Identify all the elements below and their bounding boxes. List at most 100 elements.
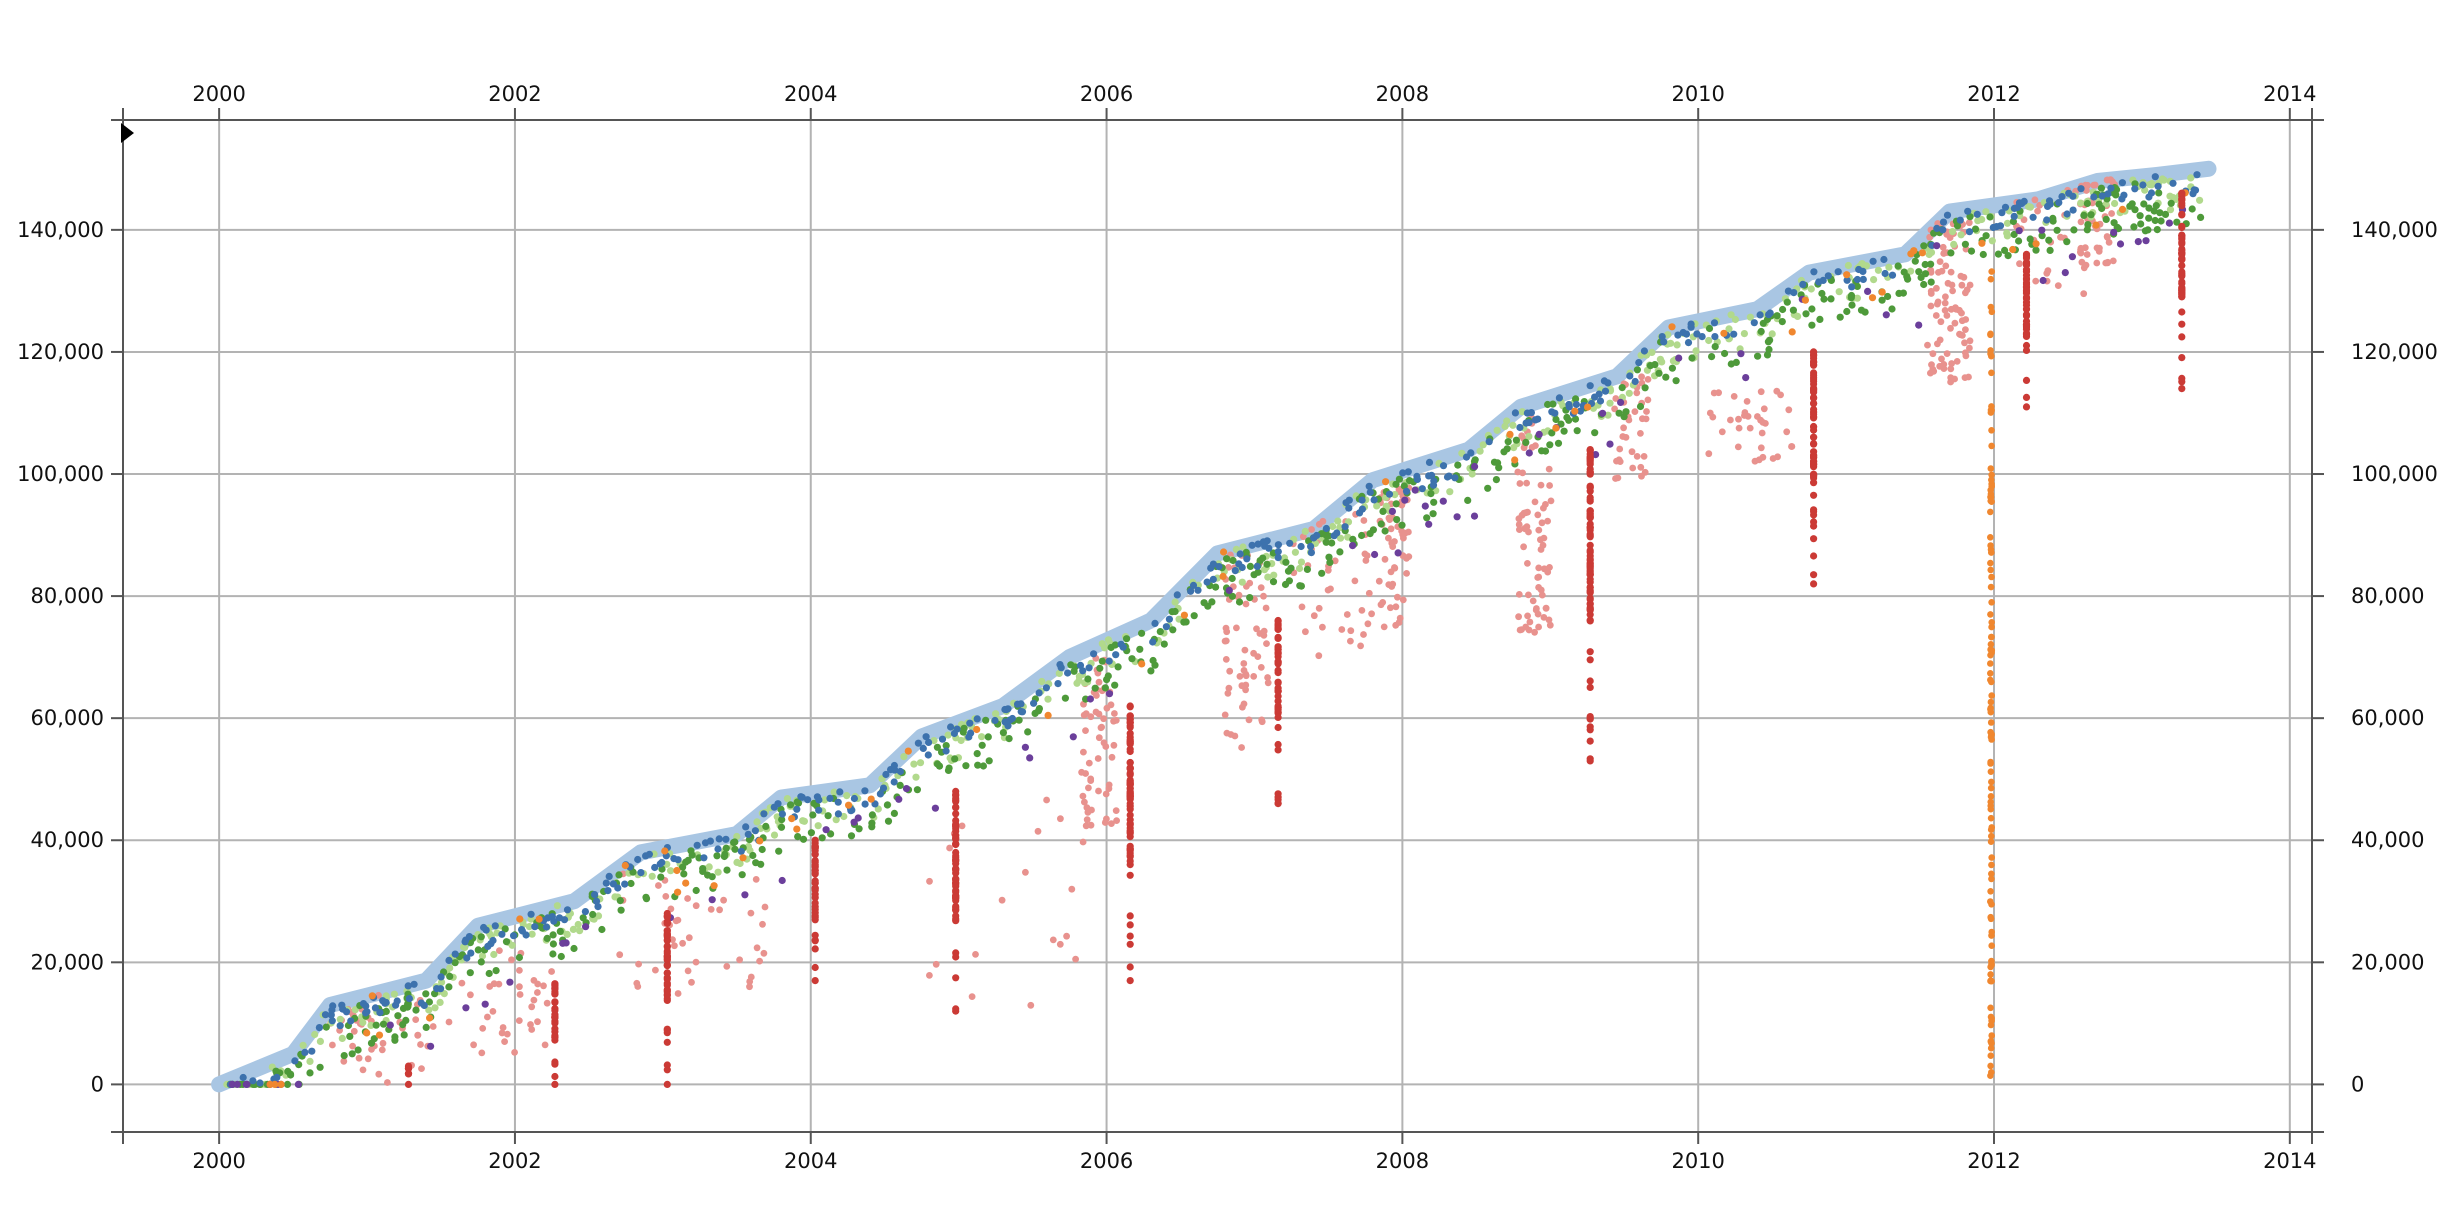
series-2-point xyxy=(2087,211,2095,219)
series-5-point xyxy=(867,795,875,803)
series-0-cluster-0-point xyxy=(340,1057,348,1065)
series-1-point xyxy=(830,788,838,796)
series-3-point xyxy=(942,747,950,755)
series-1-point xyxy=(461,943,469,952)
series-6-column-4-point xyxy=(952,875,960,883)
series-5-column-point xyxy=(1987,802,1994,810)
series-5-column-point xyxy=(1988,928,1995,936)
series-2-point xyxy=(1920,242,1928,250)
series-0-cluster-11-point xyxy=(1942,293,1949,301)
series-3-point xyxy=(642,852,650,860)
series-2-point xyxy=(942,742,950,750)
series-3-point xyxy=(2107,184,2115,192)
series-3-point xyxy=(336,1022,344,1030)
series-0-cluster-10-point xyxy=(1746,424,1754,432)
series-6-column-7-point xyxy=(1586,514,1594,522)
series-1-point xyxy=(438,978,446,986)
series-2-point xyxy=(616,897,624,905)
series-0-cluster-4-point xyxy=(1088,806,1095,814)
series-6-column-10-point xyxy=(2178,280,2186,288)
series-6-column-10-point xyxy=(2178,189,2186,197)
series-0-cluster-8-point xyxy=(1515,591,1523,598)
series-3-point xyxy=(1485,438,1493,446)
series-1-point xyxy=(1664,331,1672,339)
series-1-point xyxy=(336,1015,344,1023)
series-0-cluster-8-point xyxy=(1516,526,1523,533)
series-5-column-point xyxy=(1987,409,1995,416)
series-5-point xyxy=(277,1080,285,1088)
series-0-cluster-4-point xyxy=(1098,723,1105,731)
series-2-point xyxy=(379,1020,388,1028)
series-3-point xyxy=(714,845,722,853)
series-5-column-point xyxy=(1987,1004,1994,1012)
series-4-point xyxy=(708,896,716,904)
series-3-point xyxy=(670,855,678,863)
series-6-column-5-point xyxy=(1126,820,1134,828)
series-6-column-5-point xyxy=(1126,729,1134,738)
series-2-point xyxy=(1326,558,1334,567)
x-tick-label-top-2: 2004 xyxy=(784,82,837,106)
series-4-point xyxy=(2116,240,2125,248)
series-3-point xyxy=(445,956,453,965)
series-3-point xyxy=(634,855,642,864)
series-0-cluster-2-point xyxy=(671,942,678,950)
series-5-point xyxy=(1910,247,1918,255)
series-6-column-1-point xyxy=(551,1019,559,1027)
series-2-point xyxy=(629,868,637,876)
series-2-point xyxy=(1672,377,1680,385)
series-3-point xyxy=(1516,423,1524,432)
series-2-point xyxy=(682,858,690,866)
series-5-point xyxy=(973,725,981,734)
series-0-cluster-11-point xyxy=(1947,324,1954,332)
series-0-cluster-6-point xyxy=(1308,526,1315,533)
series-3-point xyxy=(1888,271,1897,279)
pan-handle-icon[interactable] xyxy=(121,123,134,143)
series-3-point xyxy=(410,980,418,988)
series-0-cluster-11-point xyxy=(1947,268,1955,276)
series-3-point xyxy=(328,1006,336,1014)
series-0-cluster-0-point xyxy=(349,1042,356,1050)
series-2-point xyxy=(1783,298,1791,306)
series-3-point xyxy=(760,810,768,818)
series-6-column-10-point xyxy=(2178,354,2186,362)
series-2-point xyxy=(1899,289,1907,297)
series-6 xyxy=(404,189,2186,1088)
series-3-point xyxy=(1439,462,1448,470)
series-1-point xyxy=(1648,348,1656,356)
series-5-column-point xyxy=(1988,623,1995,631)
series-0-cluster-4-point xyxy=(1087,713,1095,721)
series-2-point xyxy=(1721,349,1729,358)
series-2-point xyxy=(1827,295,1835,303)
series-3-point xyxy=(742,823,750,831)
series-4-point xyxy=(2068,253,2076,261)
series-0-cluster-11-point xyxy=(1949,287,1956,295)
series-0-cluster-1-point xyxy=(530,996,538,1004)
series-1-point xyxy=(1978,215,1986,224)
series-2-point xyxy=(501,925,509,933)
series-6-column-8-point xyxy=(1810,440,1818,448)
series-2-point xyxy=(399,1021,407,1029)
series-6-column-9-point xyxy=(2022,393,2031,401)
series-0-cluster-9-point xyxy=(1612,475,1619,482)
y-tick-label-left-5: 100,000 xyxy=(17,462,104,486)
series-0-cluster-0-point xyxy=(350,1027,358,1035)
series-3-point xyxy=(1238,563,1246,572)
series-3-point xyxy=(359,1000,368,1008)
series-0-cluster-1-point xyxy=(503,1030,511,1038)
series-0-cluster-8-point xyxy=(1537,586,1545,594)
series-6-column-6-point xyxy=(1274,800,1282,808)
series-3-point xyxy=(1429,481,1438,489)
series-1-point xyxy=(1604,411,1612,419)
series-3-point xyxy=(1297,542,1305,551)
series-4-point xyxy=(1394,549,1402,557)
series-0-cluster-10-point xyxy=(1760,405,1768,413)
series-2-point xyxy=(738,871,746,879)
series-0-cluster-6-point xyxy=(1364,620,1372,628)
series-3-point xyxy=(1810,268,1818,276)
series-3-point xyxy=(1207,564,1215,572)
series-0-cluster-9-point xyxy=(1611,405,1618,413)
series-3-point xyxy=(1790,289,1798,297)
series-6-column-9-point xyxy=(2022,311,2031,319)
series-3-point xyxy=(1626,372,1634,380)
series-3-point xyxy=(2058,193,2066,201)
